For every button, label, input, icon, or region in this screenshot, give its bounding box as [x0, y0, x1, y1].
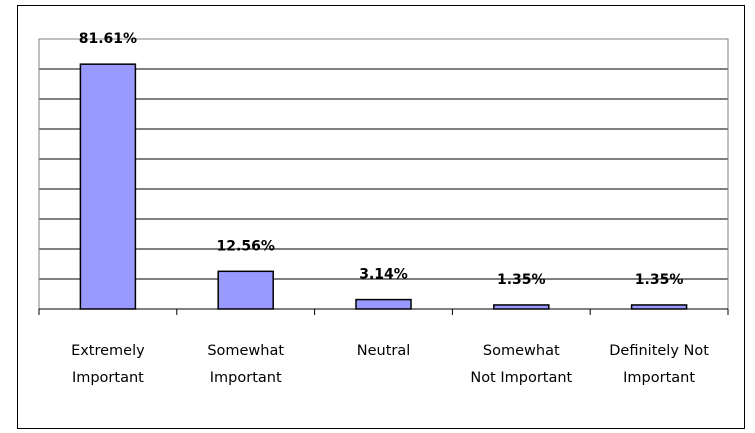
category-label: Extremely: [71, 343, 145, 359]
data-label: 1.35%: [635, 272, 684, 288]
category-label: Somewhat: [483, 343, 560, 359]
data-label: 12.56%: [217, 238, 275, 254]
bar: [356, 300, 411, 309]
category-label: Definitely Not: [609, 343, 709, 359]
bar: [494, 305, 549, 309]
category-label: Not Important: [470, 370, 572, 386]
x-axis: [39, 309, 728, 315]
gridlines: [39, 39, 728, 279]
category-label: Important: [210, 370, 282, 386]
category-label: Important: [623, 370, 695, 386]
category-labels: Extremely Important Somewhat Important Neutr…: [71, 343, 709, 386]
category-label: Important: [72, 370, 144, 386]
data-label: 81.61%: [79, 31, 137, 47]
data-label: 1.35%: [497, 272, 546, 288]
bar: [218, 271, 273, 309]
bar: [80, 64, 135, 309]
bar: [632, 305, 687, 309]
category-label: Neutral: [357, 343, 411, 359]
data-label: 3.14%: [359, 267, 408, 283]
category-label: Somewhat: [207, 343, 284, 359]
